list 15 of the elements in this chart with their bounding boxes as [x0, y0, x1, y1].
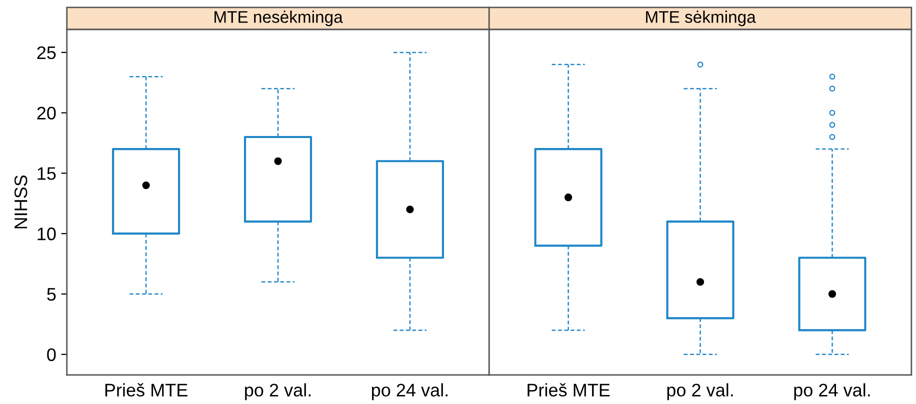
- chart-title: MTE nesėkminga: [214, 10, 343, 26]
- x-tick-label: po 24 val.: [372, 383, 448, 400]
- x-tick-label: po 24 val.: [794, 383, 870, 400]
- y-tick-label: 5: [47, 288, 56, 301]
- y-tick-label: 0: [47, 348, 56, 362]
- x-tick-label: po 2 val.: [667, 383, 733, 400]
- y-tick-label: 10: [38, 228, 56, 240]
- chart-title: MTE sėkminga: [646, 10, 756, 26]
- x-tick-label: Prieš MTE: [105, 383, 188, 397]
- y-tick-label: 20: [37, 106, 56, 120]
- x-tick-label: po 2 val.: [245, 383, 310, 400]
- y-tick-label: 15: [38, 167, 56, 180]
- y-axis-title: NIHSS: [14, 175, 28, 228]
- x-tick-label: Prieš MTE: [528, 383, 610, 397]
- y-tick-label: 25: [37, 46, 56, 60]
